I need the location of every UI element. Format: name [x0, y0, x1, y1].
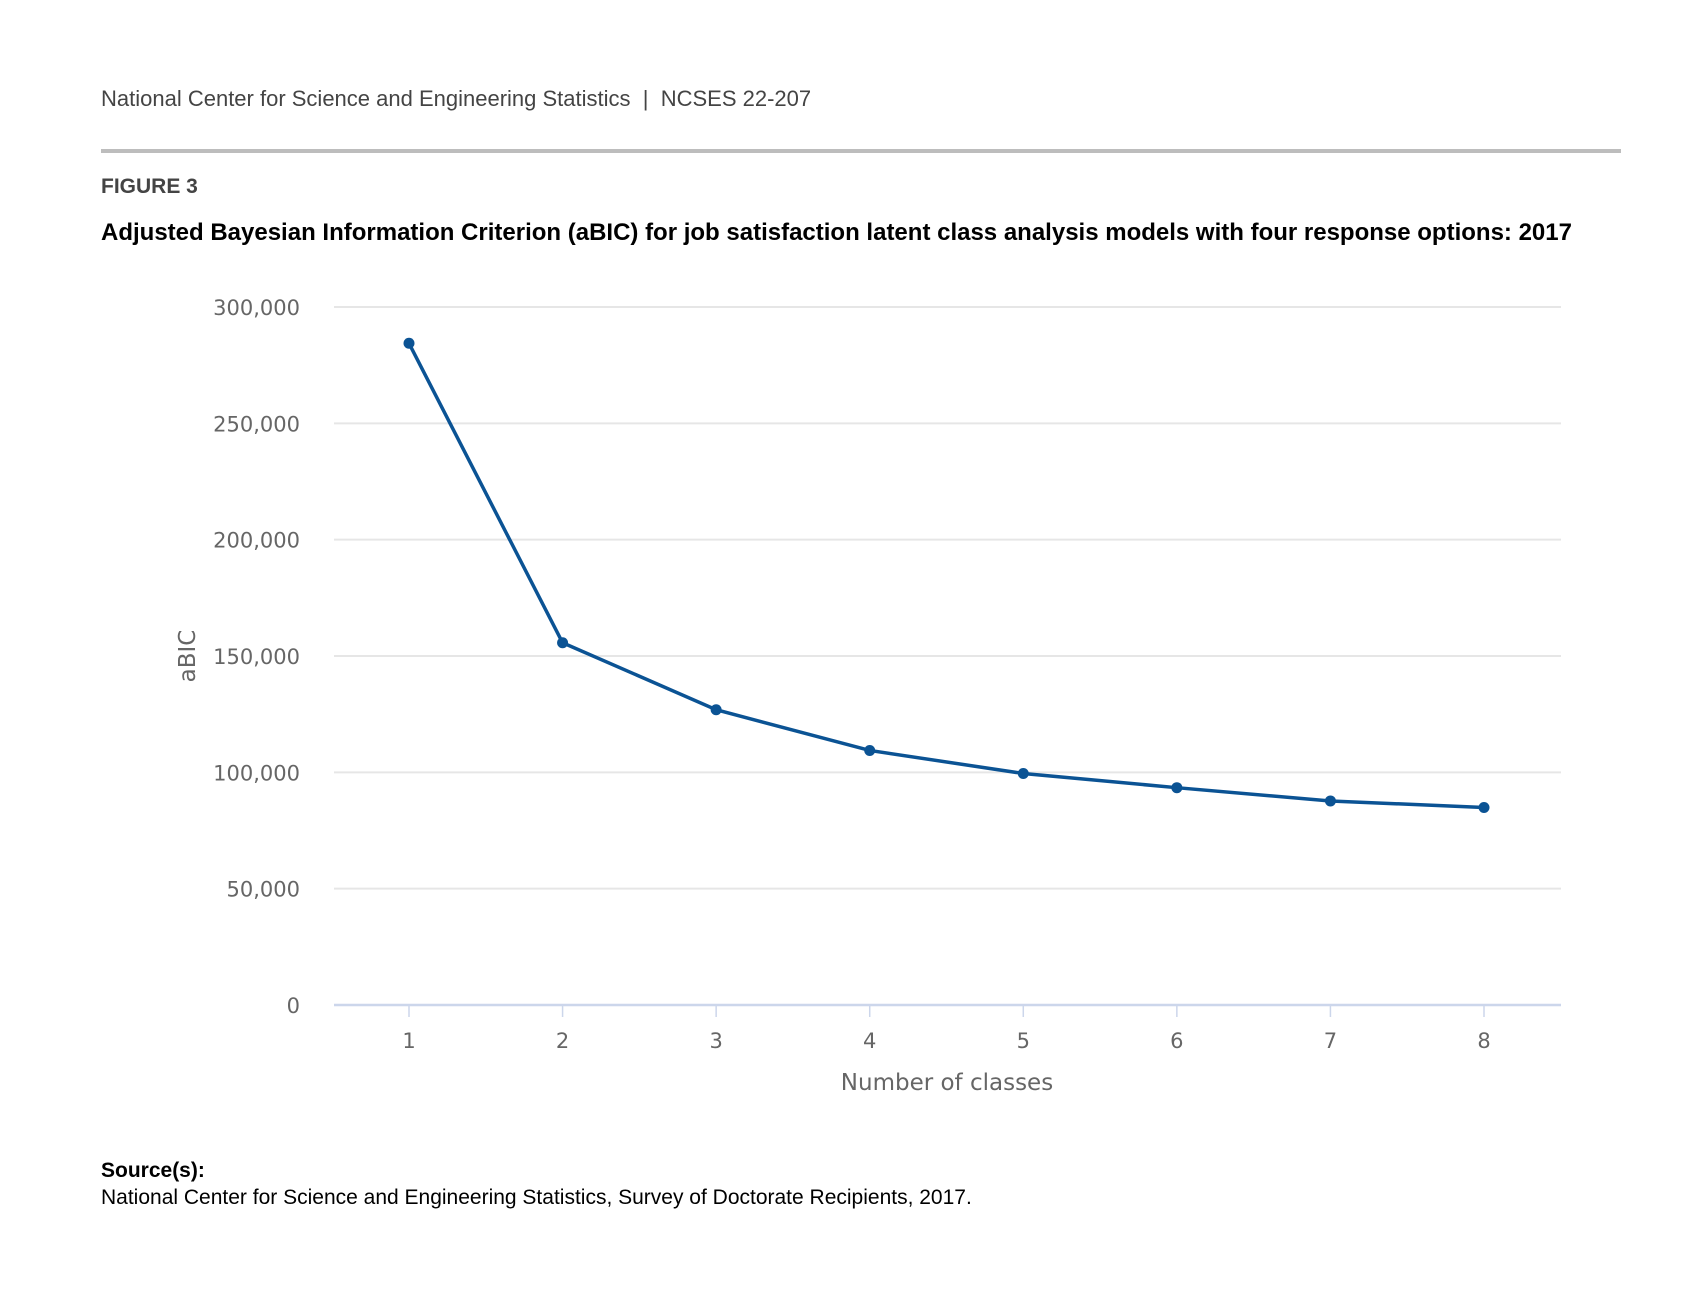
- data-point[interactable]: [864, 744, 876, 756]
- y-axis-label: aBIC: [175, 630, 201, 683]
- x-tick-label: 4: [863, 1029, 876, 1053]
- source-label: Source(s):: [101, 1159, 205, 1182]
- line-chart: 0 50,000 100,000 150,000 200,000 250,000 300,0…: [175, 296, 1561, 1096]
- y-tick-label: 0: [287, 994, 300, 1018]
- org-name: National Center for Science and Engineer…: [101, 86, 631, 111]
- data-point[interactable]: [1478, 801, 1490, 813]
- report-header: National Center for Science and Engineer…: [101, 86, 811, 112]
- y-tick-label: 100,000: [213, 761, 300, 785]
- x-tick-label: 5: [1017, 1029, 1030, 1053]
- figure-label: FIGURE 3: [101, 175, 198, 198]
- report-number: NCSES 22-207: [660, 86, 812, 111]
- x-tick-label: 7: [1324, 1029, 1337, 1053]
- series-line: [407, 342, 1485, 810]
- header-divider: [101, 149, 1621, 153]
- data-point[interactable]: [557, 637, 569, 649]
- x-axis-label: Number of classes: [841, 1070, 1053, 1096]
- data-point[interactable]: [710, 704, 722, 716]
- y-tick-label: 150,000: [213, 645, 300, 669]
- data-point[interactable]: [1171, 782, 1183, 794]
- data-point[interactable]: [1017, 767, 1029, 779]
- y-tick-label: 50,000: [227, 878, 300, 902]
- data-point[interactable]: [403, 337, 415, 349]
- chart-title: Adjusted Bayesian Information Criterion …: [101, 219, 1572, 246]
- source-text: National Center for Science and Engineer…: [101, 1186, 972, 1209]
- y-tick-label: 300,000: [213, 296, 300, 320]
- y-tick-label: 250,000: [213, 412, 300, 436]
- source-note: Source(s): National Center for Science a…: [101, 1157, 972, 1211]
- x-tick-label: 3: [709, 1029, 722, 1053]
- data-point[interactable]: [1324, 795, 1336, 807]
- header-separator: |: [642, 86, 649, 111]
- x-tick-label: 1: [402, 1029, 415, 1053]
- x-tick-label: 8: [1477, 1029, 1490, 1053]
- y-tick-label: 200,000: [213, 529, 300, 553]
- x-tick-label: 2: [556, 1029, 569, 1053]
- x-tick-label: 6: [1170, 1029, 1183, 1053]
